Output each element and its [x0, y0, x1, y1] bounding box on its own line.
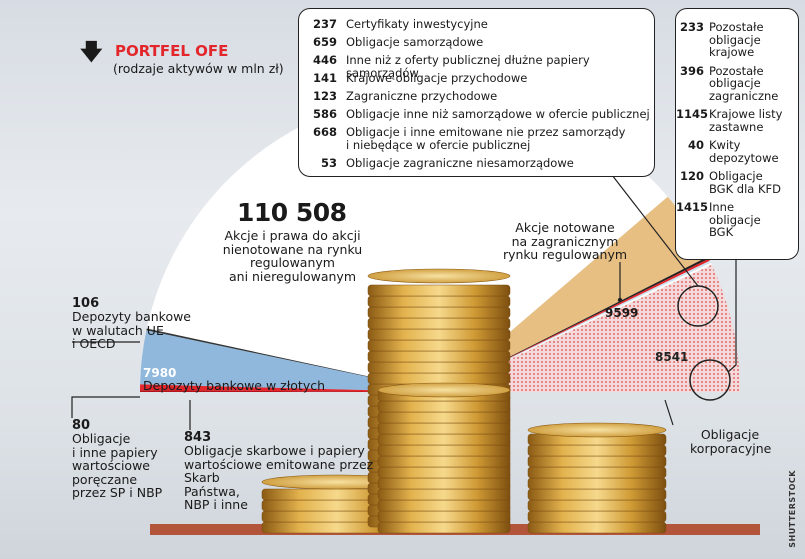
photo-credit: SHUTTERSTOCK [788, 470, 797, 548]
coin [377, 422, 511, 435]
breakdown-value: 53 [320, 155, 337, 170]
coin [377, 521, 511, 534]
breakdown-value: 1145 [676, 107, 709, 121]
breakdown-value: 120 [679, 169, 704, 183]
highlight-circle-right [689, 359, 731, 401]
coin [527, 444, 667, 457]
data-label-akcje-nienotowane-desc: Akcje i prawa do akcji nienotowane na ry… [222, 228, 363, 284]
chart-subtitle: (rodzaje aktywów w mln zł) [113, 61, 284, 76]
coin-top [377, 382, 511, 398]
breakdown-label: Obligacje zagraniczne niesamorządowe [346, 155, 574, 170]
coin-top [367, 268, 511, 284]
leader-box-left [611, 174, 699, 287]
data-label-sp-nbp-value: 80 [72, 418, 91, 433]
leader-korporacyjne [664, 399, 674, 426]
coin [377, 488, 511, 501]
breakdown-label: Inne obligacje BGK [709, 200, 761, 239]
coin [377, 455, 511, 468]
slice-depozyty-pln [140, 330, 440, 392]
data-label-sp-nbp-desc: Obligacje i inne papiery wartościowe por… [72, 431, 163, 500]
data-label-akcje-zagraniczne-value: 9599 [605, 306, 639, 320]
breakdown-value: 233 [679, 20, 704, 34]
breakdown-value: 123 [312, 89, 337, 103]
breakdown-label: Obligacje BGK dla KFD [709, 169, 782, 196]
breakdown-label: Obligacje samorządowe [346, 35, 484, 49]
breakdown-label: Kwity depozytowe [709, 138, 779, 165]
coin [527, 466, 667, 479]
data-label-depozyty-ue-value: 106 [72, 296, 100, 311]
data-label-skarb-value: 843 [184, 430, 212, 445]
breakdown-label: Zagraniczne przychodowe [346, 89, 498, 103]
chart-title: PORTFEL OFE [115, 42, 229, 60]
breakdown-value: 141 [312, 71, 337, 85]
breakdown-box-right: 233 Pozostałe obligacje krajowe 396 Pozostałe… [675, 8, 799, 260]
breakdown-value: 659 [312, 35, 337, 49]
coin [527, 510, 667, 523]
coin [527, 499, 667, 512]
breakdown-label: Obligacje i inne emitowane nie przez sam… [346, 125, 626, 152]
breakdown-label: Krajowe listy zastawne [709, 107, 783, 134]
coin [367, 317, 511, 330]
coin-stacks-illustration [150, 268, 760, 535]
coin [377, 433, 511, 446]
breakdown-label: Inne niż z oferty publicznej dłużne papi… [346, 53, 590, 80]
breakdown-value: 586 [312, 107, 337, 121]
breakdown-value: 237 [312, 17, 337, 31]
coin [367, 306, 511, 319]
coin [527, 521, 667, 534]
leader-lines [71, 174, 737, 430]
coin [367, 295, 511, 308]
coin [527, 455, 667, 468]
data-label-depozyty-pln-desc: Depozyty bankowe w złotych [143, 378, 326, 393]
breakdown-box-left: 237 Certyfikaty inwestycyjne 659 Obligacje … [298, 8, 655, 177]
coin-stack-front [377, 382, 511, 534]
coin [527, 477, 667, 490]
breakdown-value: 446 [312, 53, 337, 67]
leader-dot-akcje-zagraniczne [617, 297, 623, 303]
coin [377, 499, 511, 512]
breakdown-label: Pozostałe obligacje zagraniczne [709, 63, 779, 103]
coin-stack-right [527, 422, 667, 534]
data-label-korporacyjne-desc: Obligacje korporacyjne [690, 427, 772, 456]
coin [377, 411, 511, 424]
slice-obligacje-sp-nbp [140, 390, 440, 392]
leader-box-right [727, 258, 737, 373]
slice-depozyty-ue [146, 328, 440, 392]
coin [367, 339, 511, 352]
data-label-akcje-zagraniczne-desc: Akcje notowane na zagranicznym rynku reg… [502, 220, 628, 262]
breakdown-value: 40 [687, 138, 704, 152]
arrow-down-icon: 🡇 [80, 40, 103, 65]
data-label-depozyty-pln-value: 7980 [143, 366, 177, 380]
coin [377, 444, 511, 457]
data-label-akcje-nienotowane-value: 110 508 [237, 198, 347, 227]
breakdown-label: Obligacje inne niż samorządowe w ofercie… [346, 107, 650, 121]
coin [377, 510, 511, 523]
leader-sp-nbp [71, 396, 140, 418]
data-label-skarb-desc: Obligacje skarbowe i papiery wartościowe… [184, 443, 374, 512]
coin [367, 372, 511, 385]
coin [367, 328, 511, 341]
breakdown-label: Certyfikaty inwestycyjne [346, 17, 488, 31]
breakdown-label: Pozostałe obligacje krajowe [709, 20, 764, 59]
coin [367, 350, 511, 363]
slice-obligacje-korporacyjne [440, 264, 740, 392]
coin-top [527, 422, 667, 438]
data-label-depozyty-ue-desc: Depozyty bankowe w walutach UE i OECD [72, 309, 192, 351]
coin [527, 488, 667, 501]
coin [377, 477, 511, 490]
breakdown-label: Krajowe obligacje przychodowe [346, 71, 528, 85]
coin [367, 284, 511, 297]
breakdown-value: 668 [312, 125, 337, 139]
breakdown-value: 396 [679, 63, 704, 78]
coin [367, 361, 511, 374]
slice-obligacje-skarbowe [140, 384, 440, 392]
coin [377, 400, 511, 413]
coin [377, 466, 511, 479]
breakdown-value: 1415 [676, 200, 709, 214]
data-label-korporacyjne-value: 8541 [655, 350, 689, 364]
